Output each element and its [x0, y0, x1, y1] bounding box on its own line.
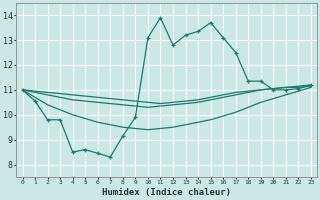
- X-axis label: Humidex (Indice chaleur): Humidex (Indice chaleur): [102, 188, 231, 197]
